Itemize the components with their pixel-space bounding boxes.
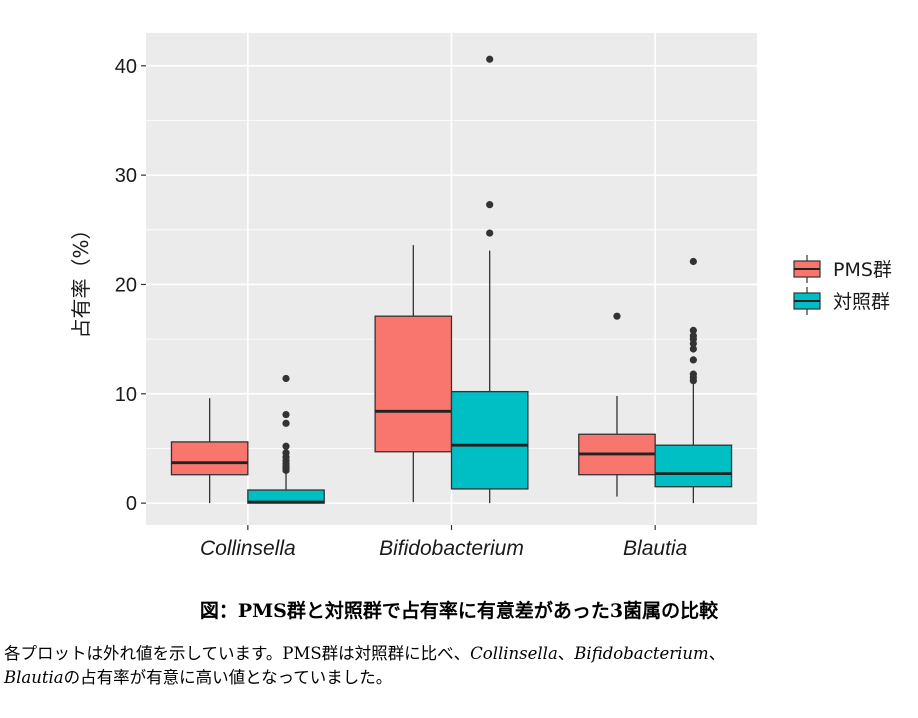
box-body [654,444,733,488]
figure-title: 図：PMS群と対照群で占有率に有意差があった3菌属の比較 [199,600,719,622]
outlier-point [689,356,697,364]
outlier-point [486,229,494,237]
caption-genus-blautia: Blautia [4,668,64,687]
caption-genus-collinsella: Collinsella [470,644,558,663]
outlier-point [689,332,697,340]
legend-label: 対照群 [833,291,890,313]
x-tick-label: Collinsella [200,537,296,560]
caption-separator: 、 [708,644,726,663]
box-collinsella-pms [170,398,249,504]
y-tick-label: 20 [115,274,137,296]
outlier-point [282,410,290,419]
figure-caption: 各プロットは外れ値を示しています。PMS群は対照群に比べ、Collinsella… [4,642,916,690]
outlier-point [689,257,697,266]
x-tick-label: Bifidobacterium [379,537,524,560]
box-plot-chart: 0 10 20 30 40 Collinsella Bifidobacterium Blau… [69,33,892,560]
outlier-point [282,419,290,427]
legend-label: PMS群 [833,259,892,281]
box-blautia-pms [578,312,656,497]
caption-genus-bifidobacterium: Bifidobacterium [574,644,709,663]
legend-item: 対照群 [793,287,890,315]
y-axis-ticks: 0 10 20 30 40 [115,56,146,515]
caption-text-2: の占有率が有意に高い値となっていました。 [63,668,393,687]
caption-separator: 、 [557,644,575,663]
caption-text-1: 各プロットは外れ値を示しています。PMS群は対照群に比べ、 [4,644,471,663]
outlier-point [282,374,290,383]
y-tick-label: 30 [115,165,137,187]
box-bifidobacterium-control [450,55,529,504]
outlier-point [282,449,290,457]
outlier-point [689,345,697,353]
y-tick-label: 0 [126,493,137,515]
x-tick-label: Blautia [623,537,687,560]
outlier-point [486,201,494,209]
outlier-point [689,370,697,378]
box-collinsella-control [247,374,325,504]
y-tick-label: 40 [115,56,137,78]
outlier-point [486,55,494,63]
outlier-point [689,326,697,334]
legend-item: PMS群 [793,255,892,283]
box-blautia-control [654,257,733,504]
boxes [170,55,733,504]
box-body [450,390,529,490]
box-body [374,315,453,453]
x-axis-ticks: Collinsella Bifidobacterium Blautia [200,525,687,560]
y-axis-label: 占有率（%） [69,219,93,338]
box-bifidobacterium-pms [374,245,453,503]
y-tick-label: 10 [115,384,137,406]
box-body [170,441,249,476]
outlier-point [613,312,621,320]
outlier-point [282,442,290,450]
